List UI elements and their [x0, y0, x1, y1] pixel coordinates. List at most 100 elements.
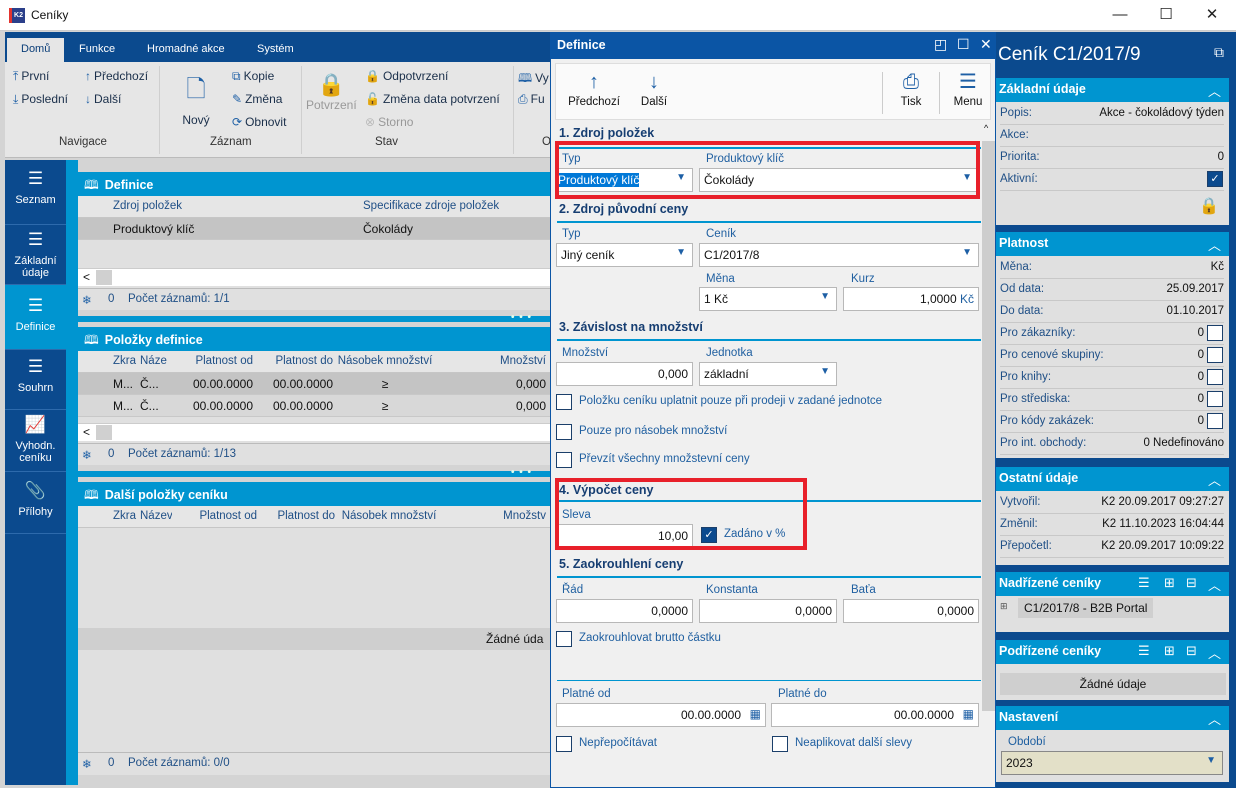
ribbon-button-fu[interactable]: ⎙ Fu: [518, 92, 545, 107]
tab-domu[interactable]: Domů: [7, 38, 65, 62]
table-row[interactable]: Produktový klíč Čokolády: [78, 218, 550, 240]
tab-funkce[interactable]: Funkce: [79, 43, 116, 55]
nav-item-prilohy[interactable]: 📎 Přílohy: [5, 472, 66, 534]
calendar-icon[interactable]: ▦: [749, 707, 761, 721]
mnozstvi-input[interactable]: 0,000: [556, 362, 693, 386]
column-header[interactable]: Platnost do: [277, 510, 335, 522]
collapse-icon[interactable]: ︿: [1207, 238, 1221, 253]
previous-button[interactable]: ↑ Předchozí: [566, 70, 622, 108]
unconfirm-button[interactable]: 🔒 Odpotvrzení: [365, 69, 448, 83]
change-button[interactable]: ✎ Změna: [232, 92, 282, 106]
list-icon[interactable]: ☰: [1138, 643, 1150, 658]
info-checkbox[interactable]: [1207, 325, 1223, 341]
table-row[interactable]: M... Č... 00.00.0000 00.00.0000 ≥0,000: [78, 395, 550, 417]
column-header[interactable]: Specifikace zdroje položek: [363, 200, 500, 212]
jednotka-select[interactable]: základní ▼: [699, 362, 837, 386]
horizontal-scrollbar[interactable]: <: [78, 268, 550, 286]
take-all-prices-checkbox[interactable]: [556, 452, 572, 468]
info-checkbox[interactable]: [1207, 413, 1223, 429]
nav-item-souhrn[interactable]: ☰ Souhrn: [5, 350, 66, 410]
scroll-up-icon[interactable]: ^: [984, 123, 989, 133]
maximize-icon[interactable]: ☐: [957, 36, 970, 52]
storno-button[interactable]: ⊗ Storno: [365, 115, 413, 129]
collapse-icon[interactable]: ︿: [1207, 712, 1221, 727]
unit-only-checkbox[interactable]: [556, 394, 572, 410]
collapse-icon[interactable]: ︿: [1207, 84, 1221, 99]
valid-to-input[interactable]: 00.00.0000 ▦: [771, 703, 979, 727]
ribbon-button-vy[interactable]: 🕮 Vy: [518, 69, 549, 90]
dock-icon[interactable]: ◰: [934, 36, 948, 52]
column-header[interactable]: Zkra: [113, 510, 136, 522]
nav-item-seznam[interactable]: ☰ Seznam: [5, 170, 66, 225]
collapse-all-icon[interactable]: ⊟: [1186, 575, 1197, 590]
column-header[interactable]: Násobek množství: [341, 510, 437, 522]
panel-splitter[interactable]: • • •: [78, 467, 550, 478]
no-further-discounts-checkbox[interactable]: [772, 736, 788, 752]
column-header[interactable]: Násobek množství: [337, 355, 433, 367]
list-icon[interactable]: ☰: [1138, 575, 1150, 590]
kurz-input[interactable]: 1,0000 Kč: [843, 287, 979, 311]
info-checkbox[interactable]: [1207, 391, 1223, 407]
minimize-button[interactable]: —: [1112, 6, 1128, 23]
percent-checkbox[interactable]: ✓: [701, 527, 717, 543]
nav-item-vyhodnoceni[interactable]: 📈 Vyhodn. ceníku: [5, 410, 66, 472]
previous-button[interactable]: ↑ Předchozí: [85, 69, 148, 83]
scroll-thumb[interactable]: [96, 270, 112, 285]
column-header[interactable]: Množství: [499, 355, 546, 367]
popout-icon[interactable]: ⧉: [1214, 44, 1224, 60]
scroll-left-icon[interactable]: <: [83, 270, 91, 284]
collapse-all-icon[interactable]: ⊟: [1186, 643, 1197, 658]
parent-pricelist-item[interactable]: C1/2017/8 - B2B Portal: [1018, 598, 1154, 618]
print-button[interactable]: ⎙ Tisk: [894, 70, 928, 108]
column-header[interactable]: Platnost od: [199, 510, 257, 522]
valid-from-input[interactable]: 00.00.0000 ▦: [556, 703, 766, 727]
column-header[interactable]: Platnost od: [195, 355, 253, 367]
next-button[interactable]: ↓ Další: [85, 92, 121, 106]
mena-select[interactable]: 1 Kč ▼: [699, 287, 837, 311]
obdobi-select[interactable]: 2023 ▼: [1001, 751, 1223, 775]
last-button[interactable]: ⤓ Poslední: [13, 92, 68, 107]
nav-item-zakladni-udaje[interactable]: ☰ Základní údaje: [5, 225, 66, 285]
horizontal-scrollbar[interactable]: <: [78, 423, 550, 441]
nav-item-definice[interactable]: ☰ Definice: [5, 285, 66, 350]
info-checkbox[interactable]: ✓: [1207, 171, 1223, 187]
brutto-checkbox[interactable]: [556, 631, 572, 647]
bata-input[interactable]: 0,0000: [843, 599, 979, 623]
first-button[interactable]: ⤒ První: [13, 69, 49, 84]
calendar-icon[interactable]: ▦: [962, 707, 974, 721]
collapse-icon[interactable]: ︿: [1207, 473, 1221, 488]
tab-system[interactable]: Systém: [257, 43, 294, 55]
column-header[interactable]: Platnost do: [275, 355, 333, 367]
menu-button[interactable]: ☰ Menu: [950, 70, 986, 108]
column-header[interactable]: Náze: [140, 355, 167, 367]
no-recalc-checkbox[interactable]: [556, 736, 572, 752]
close-button[interactable]: ✕: [1205, 6, 1219, 23]
collapse-icon[interactable]: ︿: [1207, 646, 1221, 661]
column-header[interactable]: Název: [140, 510, 172, 522]
maximize-button[interactable]: ☐: [1159, 6, 1173, 23]
column-header[interactable]: Množstv: [503, 510, 546, 522]
confirm-button[interactable]: 🔒 Potvrzení: [306, 72, 357, 112]
expand-all-icon[interactable]: ⊞: [1164, 643, 1175, 658]
cenik-select[interactable]: C1/2017/8 ▼: [699, 243, 979, 267]
rad-input[interactable]: 0,0000: [556, 599, 693, 623]
info-checkbox[interactable]: [1207, 369, 1223, 385]
scroll-thumb[interactable]: [982, 141, 995, 711]
column-header[interactable]: Zdroj položek: [113, 200, 183, 212]
filter-icon[interactable]: ❄: [82, 450, 92, 462]
tab-hromadne-akce[interactable]: Hromadné akce: [147, 43, 225, 55]
next-button[interactable]: ↓ Další: [636, 70, 672, 108]
filter-icon[interactable]: ❄: [82, 759, 92, 771]
expand-all-icon[interactable]: ⊞: [1164, 575, 1175, 590]
table-row[interactable]: M... Č... 00.00.0000 00.00.0000 ≥0,000: [78, 373, 550, 395]
collapse-icon[interactable]: ︿: [1207, 578, 1221, 593]
filter-icon[interactable]: ❄: [82, 295, 92, 307]
vertical-scrollbar[interactable]: ^: [982, 121, 995, 787]
product-key-select[interactable]: Čokolády ▼: [699, 168, 979, 192]
panel-splitter[interactable]: • • •: [78, 312, 550, 323]
multiple-only-checkbox[interactable]: [556, 424, 572, 440]
scroll-thumb[interactable]: [96, 425, 112, 440]
info-checkbox[interactable]: [1207, 347, 1223, 363]
price-source-typ-select[interactable]: Jiný ceník ▼: [556, 243, 693, 267]
close-icon[interactable]: ✕: [980, 36, 992, 52]
